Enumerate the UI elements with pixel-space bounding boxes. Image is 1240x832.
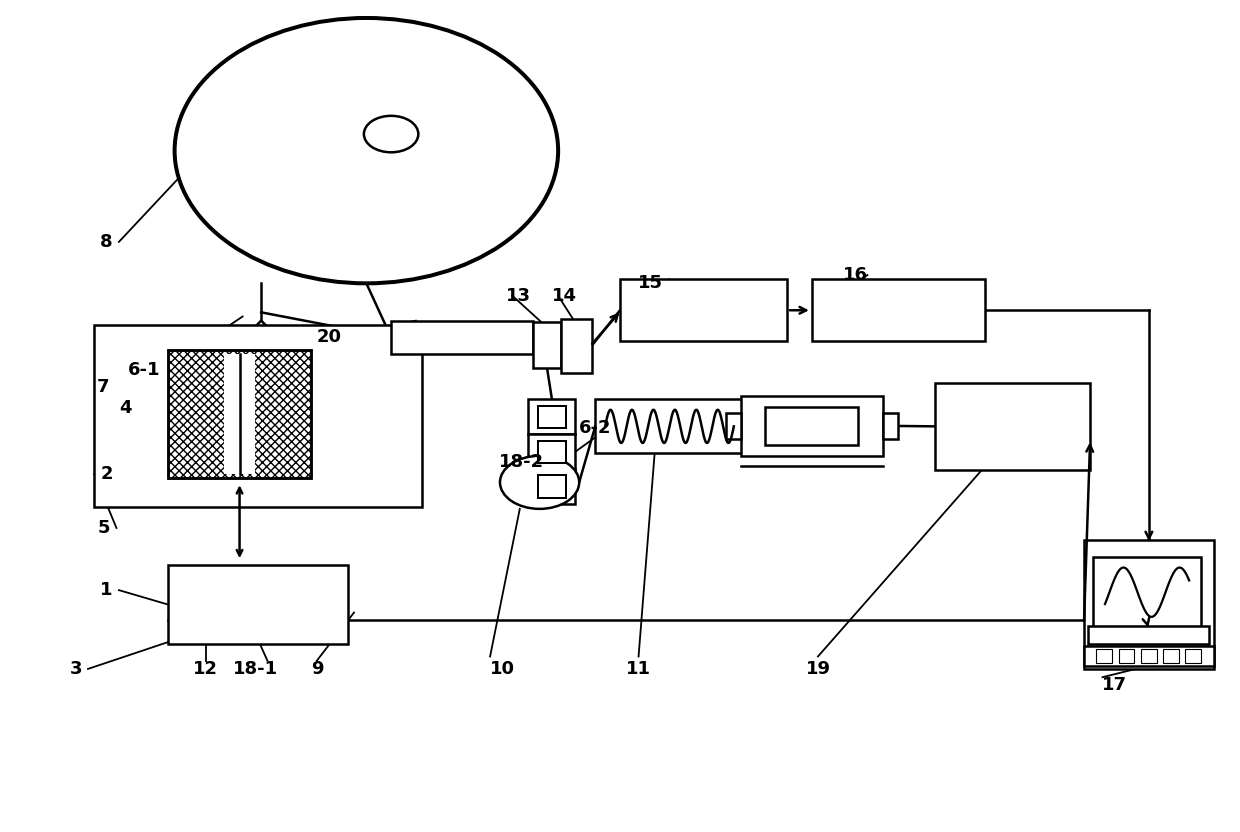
Polygon shape	[212, 320, 311, 370]
Bar	[812, 280, 985, 341]
Text: 12: 12	[193, 660, 218, 678]
Bar	[169, 565, 347, 644]
Bar	[169, 349, 311, 478]
Bar	[1163, 649, 1179, 663]
Bar	[538, 475, 567, 498]
Text: 14: 14	[552, 287, 577, 305]
Text: 13: 13	[506, 287, 531, 305]
Bar	[224, 354, 255, 474]
Text: 19: 19	[806, 660, 831, 678]
Bar	[528, 469, 575, 504]
Bar	[883, 413, 898, 439]
Bar	[1084, 540, 1214, 669]
Text: 5: 5	[98, 519, 110, 537]
Bar	[533, 322, 560, 368]
Text: 3: 3	[69, 660, 82, 678]
Text: 1: 1	[100, 581, 113, 599]
Bar	[1092, 557, 1202, 627]
Bar	[560, 319, 591, 373]
Text: 9: 9	[311, 660, 324, 678]
Bar	[725, 413, 740, 439]
Bar	[1185, 649, 1202, 663]
Bar	[740, 396, 883, 456]
Bar	[1096, 649, 1112, 663]
Bar	[538, 406, 567, 428]
Bar	[1087, 626, 1209, 644]
Text: 6-1: 6-1	[128, 361, 160, 379]
Text: 4: 4	[119, 399, 131, 417]
Text: 11: 11	[626, 660, 651, 678]
Bar	[620, 280, 787, 341]
Bar	[169, 349, 311, 478]
Bar	[935, 383, 1090, 470]
Bar	[1118, 649, 1135, 663]
Bar	[1141, 649, 1157, 663]
Bar	[391, 320, 533, 354]
Text: 17: 17	[1102, 676, 1127, 695]
Text: 18-1: 18-1	[232, 660, 278, 678]
Bar	[595, 399, 744, 453]
Bar	[94, 324, 422, 508]
Bar	[528, 434, 575, 469]
Text: 20: 20	[316, 328, 342, 346]
Text: 8: 8	[100, 233, 113, 251]
Text: 6-2: 6-2	[579, 419, 611, 438]
Circle shape	[500, 456, 579, 509]
Text: 16: 16	[842, 266, 868, 284]
Bar	[765, 408, 858, 444]
Text: 18-2: 18-2	[498, 453, 543, 471]
Text: 10: 10	[490, 660, 515, 678]
Ellipse shape	[175, 18, 558, 284]
Text: 2: 2	[100, 465, 113, 483]
Circle shape	[363, 116, 418, 152]
Bar	[528, 399, 575, 434]
Bar	[538, 440, 567, 463]
Text: 15: 15	[639, 275, 663, 292]
Bar	[1084, 646, 1214, 666]
Text: 7: 7	[97, 378, 109, 396]
